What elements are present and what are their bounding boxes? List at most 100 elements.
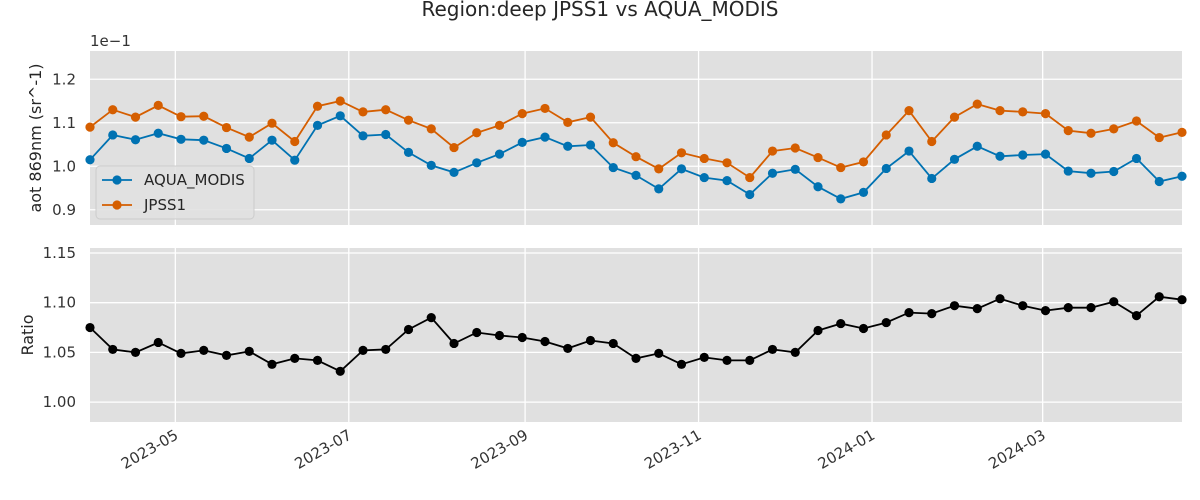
data-point bbox=[790, 143, 800, 153]
data-point bbox=[221, 350, 232, 360]
data-point bbox=[153, 100, 163, 110]
data-point bbox=[130, 135, 141, 145]
data-point bbox=[221, 122, 232, 133]
data-point bbox=[312, 101, 323, 111]
data-point bbox=[722, 176, 732, 186]
data-point bbox=[972, 304, 982, 314]
legend-marker bbox=[112, 200, 122, 210]
data-point bbox=[722, 158, 732, 168]
data-point bbox=[1063, 166, 1073, 176]
data-point bbox=[267, 135, 277, 145]
x-tick-label: 2023-05 bbox=[118, 426, 181, 473]
data-point bbox=[244, 132, 254, 142]
bottom-panel: 1.00 1.05 1.10 1.15 Ratio bbox=[18, 244, 1187, 422]
data-point bbox=[995, 294, 1005, 304]
data-point bbox=[836, 162, 846, 173]
data-point bbox=[358, 131, 368, 141]
data-point bbox=[176, 112, 186, 122]
y-tick-label: 1.00 bbox=[43, 393, 76, 411]
data-point bbox=[108, 105, 118, 115]
data-point bbox=[995, 105, 1005, 116]
data-point bbox=[881, 130, 891, 140]
data-point bbox=[1086, 128, 1096, 138]
data-point bbox=[517, 137, 527, 147]
x-tick-label: 2023-11 bbox=[641, 426, 704, 473]
data-point bbox=[472, 128, 482, 138]
data-point bbox=[472, 327, 482, 338]
data-point bbox=[335, 96, 345, 106]
data-point bbox=[631, 152, 641, 162]
data-point bbox=[358, 107, 368, 117]
data-point bbox=[267, 118, 277, 128]
data-point bbox=[631, 170, 641, 181]
data-point bbox=[199, 111, 209, 121]
data-point bbox=[540, 336, 550, 347]
data-point bbox=[449, 142, 459, 153]
data-point bbox=[654, 184, 664, 194]
data-point bbox=[494, 149, 505, 159]
data-point bbox=[1131, 116, 1142, 126]
data-point bbox=[290, 353, 300, 363]
data-point bbox=[972, 99, 982, 109]
data-point bbox=[631, 353, 641, 363]
legend-label: JPSS1 bbox=[143, 196, 186, 214]
data-point bbox=[836, 194, 846, 204]
data-point bbox=[904, 105, 914, 116]
data-point bbox=[927, 136, 937, 147]
data-point bbox=[767, 344, 778, 355]
data-point bbox=[426, 124, 436, 134]
data-point bbox=[676, 164, 687, 174]
data-point bbox=[108, 344, 118, 355]
data-point bbox=[290, 155, 300, 165]
data-point bbox=[403, 324, 414, 335]
data-point bbox=[517, 109, 527, 119]
data-point bbox=[722, 355, 732, 365]
y-tick-label: 1.15 bbox=[43, 244, 76, 262]
data-point bbox=[199, 135, 209, 145]
top-panel-offset-label: 1e−1 bbox=[90, 32, 131, 50]
data-point bbox=[1109, 124, 1119, 134]
data-point bbox=[153, 128, 163, 138]
data-point bbox=[381, 105, 391, 115]
data-point bbox=[335, 366, 345, 376]
data-point bbox=[699, 153, 709, 164]
data-point bbox=[767, 168, 778, 178]
data-point bbox=[1086, 303, 1096, 313]
chart-title: Region:deep JPSS1 vs AQUA_MODIS bbox=[422, 0, 779, 21]
y-tick-label: 1.1 bbox=[52, 114, 76, 132]
legend-box bbox=[95, 165, 255, 220]
data-point bbox=[949, 154, 960, 164]
data-point bbox=[1063, 303, 1073, 313]
data-point bbox=[290, 136, 300, 147]
data-point bbox=[1086, 168, 1096, 178]
data-point bbox=[85, 322, 95, 333]
y-tick-label: 1.05 bbox=[43, 343, 76, 361]
data-point bbox=[472, 158, 482, 168]
data-point bbox=[813, 152, 823, 163]
data-point bbox=[221, 143, 232, 154]
data-point bbox=[449, 167, 459, 177]
data-point bbox=[654, 164, 664, 174]
data-point bbox=[199, 345, 209, 356]
data-point bbox=[949, 112, 960, 122]
x-tick-label: 2024-01 bbox=[815, 426, 878, 473]
data-point bbox=[745, 189, 755, 200]
data-point bbox=[494, 120, 505, 130]
data-point bbox=[563, 343, 573, 354]
y-tick-label: 1.0 bbox=[52, 157, 76, 175]
legend-label: AQUA_MODIS bbox=[144, 171, 245, 190]
data-point bbox=[927, 309, 937, 319]
data-point bbox=[1177, 127, 1187, 137]
data-point bbox=[108, 130, 118, 140]
data-point bbox=[1154, 176, 1164, 187]
data-point bbox=[244, 346, 254, 357]
data-point bbox=[927, 173, 937, 184]
data-point bbox=[745, 355, 755, 365]
data-point bbox=[1154, 292, 1164, 302]
data-point bbox=[426, 160, 436, 171]
y-axis-label: Ratio bbox=[18, 314, 37, 355]
data-point bbox=[608, 338, 618, 349]
data-point bbox=[563, 117, 573, 127]
data-point bbox=[608, 138, 618, 148]
